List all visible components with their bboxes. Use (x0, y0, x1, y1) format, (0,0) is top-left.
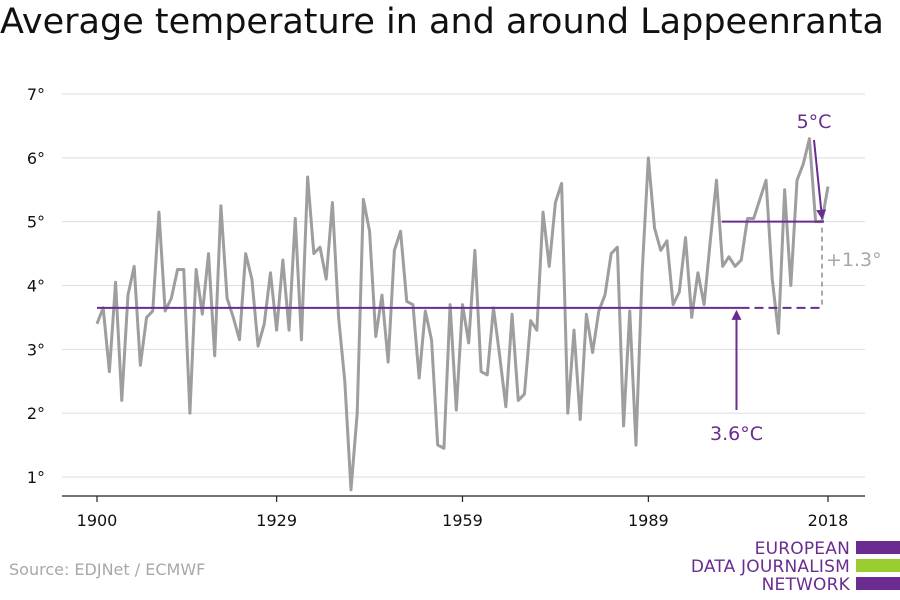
logo-bar-1 (856, 541, 900, 554)
reference-lines (97, 220, 824, 309)
x-tick-label-1989: 1989 (628, 511, 669, 530)
edjnet-logo: EUROPEAN DATA JOURNALISM NETWORK (680, 537, 900, 597)
x-tick-label-1959: 1959 (442, 511, 483, 530)
y-tick-label-6: 6° (27, 149, 45, 168)
x-tick-label-1900: 1900 (77, 511, 118, 530)
logo-bar-2 (856, 559, 900, 572)
series-lines (95, 137, 830, 492)
y-tick-label-4: 4° (27, 277, 45, 296)
annotations: 3.6°C 5°C +1.3° (710, 111, 882, 445)
y-tick-label-2: 2° (27, 404, 45, 423)
y-tick-label-5: 5° (27, 213, 45, 232)
y-tick-label-1: 1° (27, 468, 45, 487)
difference-label: +1.3° (826, 249, 882, 271)
recent-arrow (813, 139, 827, 220)
logo-line-3: NETWORK (761, 575, 850, 595)
source-note: Source: EDJNet / ECMWF (9, 560, 206, 579)
recent-mean-label: 5°C (797, 111, 832, 133)
x-tick-label-2018: 2018 (808, 511, 849, 530)
logo-line-2: DATA JOURNALISM (690, 557, 850, 577)
baseline-mean-label: 3.6°C (710, 423, 763, 445)
logo-line-1: EUROPEAN (754, 539, 850, 559)
y-tick-label-7: 7° (27, 85, 45, 104)
x-tick-label-1929: 1929 (256, 511, 297, 530)
y-tick-label-3: 3° (27, 340, 45, 359)
y-axis: 1° 2° 3° 4° 5° 6° 7° (27, 85, 45, 487)
chart-title: Average temperature in and around Lappee… (0, 2, 884, 42)
series-line-0 (95, 137, 830, 492)
logo-bar-3 (856, 577, 900, 590)
x-axis: 1900 1929 1959 1989 2018 (62, 495, 865, 530)
gridlines (62, 93, 865, 478)
